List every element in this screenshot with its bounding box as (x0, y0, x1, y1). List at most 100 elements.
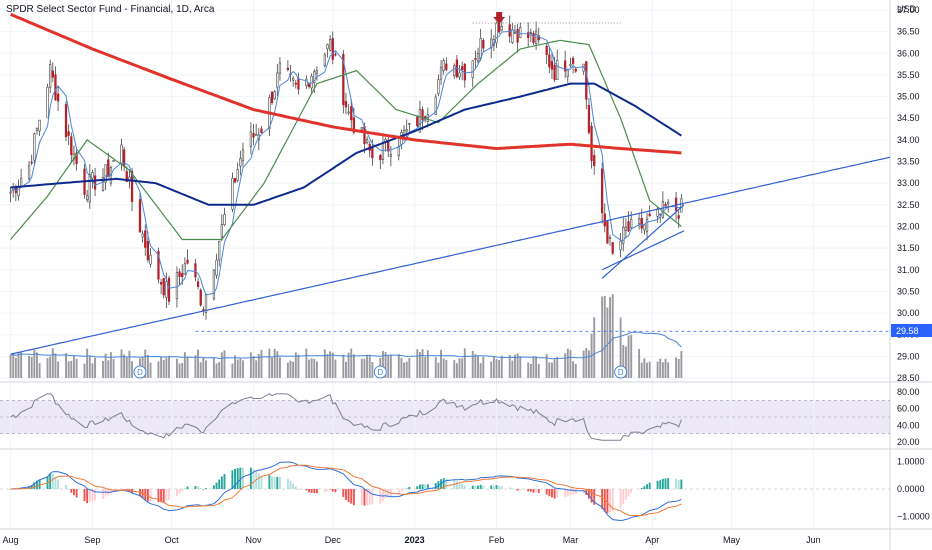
macd-histogram-bar (334, 489, 337, 493)
candle-body (183, 263, 186, 275)
macd-histogram-bar (28, 486, 31, 489)
candle-body (645, 218, 649, 232)
macd-histogram-bar (477, 485, 479, 489)
candle-body (239, 158, 242, 167)
price-tick-label: 33.00 (897, 178, 920, 188)
macd-histogram-bar (305, 489, 308, 491)
macd-histogram-bar (569, 489, 572, 496)
volume-bar (492, 356, 495, 378)
candle-body (371, 147, 374, 159)
time-tick-label: 2023 (405, 535, 425, 545)
candle-body (527, 32, 530, 38)
volume-bar (20, 351, 23, 378)
macd-histogram-bar (231, 470, 234, 489)
volume-bar (624, 346, 627, 378)
time-tick-label: May (723, 535, 741, 545)
candle-body (445, 63, 448, 70)
candle-body (130, 170, 134, 202)
candle-body (91, 172, 94, 179)
candle-body (630, 218, 633, 229)
sma-mid-line (10, 39, 682, 241)
volume-bar (205, 360, 207, 378)
macd-histogram-bar (242, 467, 244, 489)
macd-histogram-bar (139, 489, 141, 497)
macd-histogram-bar (640, 487, 643, 489)
candle-body (569, 64, 572, 66)
currency-label: USD (897, 4, 917, 14)
candle-body (30, 161, 33, 164)
volume-bar (440, 349, 442, 378)
price-tick-label: 30.00 (897, 308, 920, 318)
candle-body (379, 155, 382, 161)
macd-histogram-bar (458, 482, 461, 489)
volume-bar (220, 352, 223, 378)
volume-bar (545, 354, 548, 378)
volume-bar (33, 349, 36, 378)
volume-bar (36, 352, 38, 378)
volume-bar (675, 357, 678, 378)
macd-histogram-bar (67, 488, 70, 490)
candle-body (194, 263, 197, 278)
volume-bar (313, 358, 316, 378)
volume-bar (197, 349, 200, 378)
price-tick-label: 29.00 (897, 351, 920, 361)
candle-body (627, 221, 630, 232)
macd-histogram-bar (165, 489, 168, 501)
volume-bar (125, 357, 128, 378)
candle-body (495, 22, 498, 44)
volume-bar (131, 361, 133, 378)
candle-body (661, 201, 665, 218)
candle-body (146, 241, 150, 261)
volume-bar (638, 348, 641, 378)
candle-body (19, 177, 23, 188)
price-tick-label: 35.50 (897, 70, 920, 80)
candle-body (186, 259, 189, 264)
candle-body (606, 221, 609, 244)
volume-bar (236, 359, 239, 378)
candle-body (416, 116, 419, 127)
candle-body (218, 241, 221, 261)
macd-histogram-bar (54, 476, 57, 489)
macd-histogram-bar (490, 485, 493, 489)
macd-histogram-bar (292, 483, 295, 489)
candle-body (389, 154, 392, 157)
volume-bar (49, 356, 52, 378)
volume-bar (397, 354, 400, 378)
volume-bar (587, 350, 590, 378)
dividend-marker (614, 365, 628, 379)
macd-pane (0, 461, 890, 522)
candle-body (640, 217, 643, 229)
volume-bar (231, 363, 234, 378)
macd-histogram-bar (619, 489, 622, 509)
volume-bar (178, 363, 181, 378)
macd-histogram-bar (57, 479, 60, 489)
candle-body (93, 175, 97, 190)
macd-histogram-bar (498, 485, 501, 489)
price-pane[interactable] (0, 0, 890, 382)
time-tick-label: Feb (489, 535, 505, 545)
macd-histogram-bar (495, 485, 498, 489)
volume-bar (434, 356, 437, 378)
macd-histogram-bar (397, 489, 400, 495)
macd-histogram-bar (675, 478, 678, 489)
time-tick-label: Nov (246, 535, 263, 545)
macd-histogram-bar (400, 489, 403, 492)
last-price-label: 29.58 (891, 324, 932, 337)
macd-histogram-bar (104, 489, 107, 497)
volume-bar (535, 356, 538, 378)
volume-bar (104, 353, 107, 378)
candle-body (107, 159, 110, 178)
macd-histogram-bar (109, 489, 112, 494)
macd-histogram-bar (416, 486, 419, 489)
candle-body (637, 218, 641, 225)
candle-body (252, 132, 255, 138)
candle-body (270, 91, 274, 104)
volume-bar (455, 363, 458, 378)
macd-histogram-bar (442, 478, 445, 489)
volume-bar (218, 361, 221, 378)
macd-histogram-bar (381, 489, 384, 501)
macd-histogram-bar (611, 489, 614, 512)
volume-bar (315, 361, 318, 378)
